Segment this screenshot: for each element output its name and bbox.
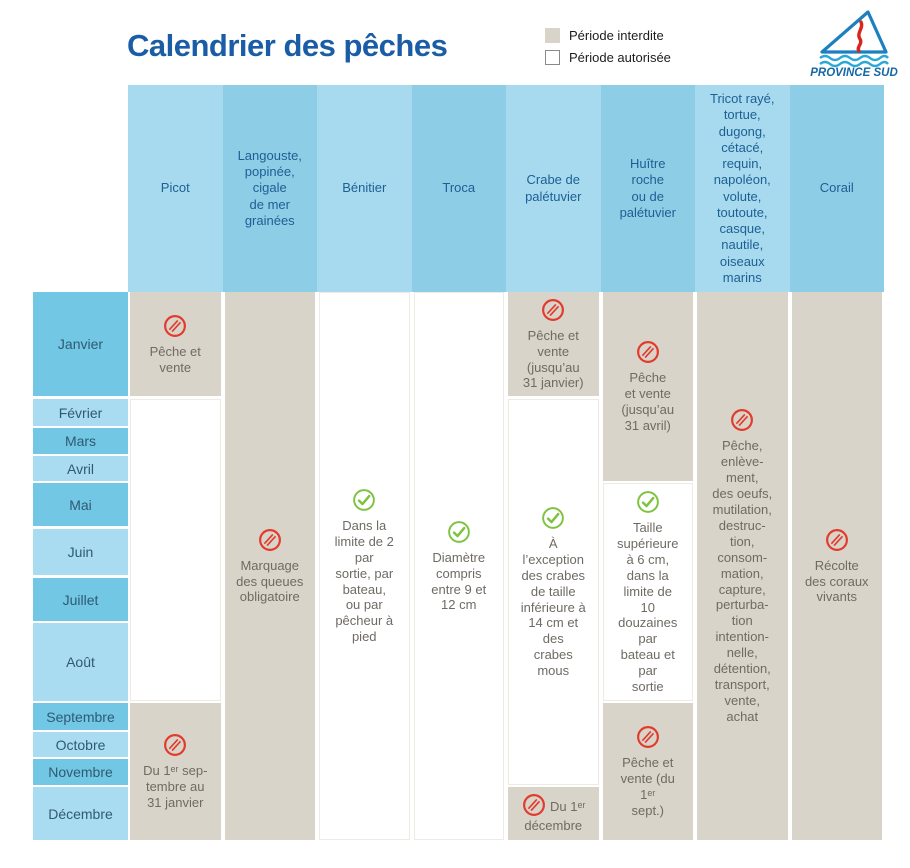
- prohibited-icon: [635, 339, 661, 365]
- species-header: Crabe de palétuvier: [506, 85, 601, 292]
- segment-content: À l’exception des crabes de taille infér…: [508, 505, 599, 680]
- segment-text: Du 1ᵉʳ décembre: [524, 799, 586, 834]
- segment-text: Pêche et vente (du 1ᵉʳ sept.): [620, 755, 675, 818]
- prohibited-icon: [162, 313, 188, 339]
- sailboat-icon: PROVINCE SUD: [810, 10, 898, 79]
- segment-allowed: Dans la limite de 2 par sortie, par bate…: [319, 292, 410, 840]
- month-cell-avril: Avril: [33, 456, 128, 481]
- segment-forbidden: Pêche et vente (jusqu’au 31 avril): [602, 292, 694, 481]
- segment-content: Pêche et vente (jusqu’au 31 avril): [603, 339, 694, 434]
- segment-text: À l’exception des crabes de taille infér…: [520, 535, 586, 679]
- month-cell-janvier: Janvier: [33, 292, 128, 396]
- legend-row-forbidden: Période interdite: [545, 24, 671, 46]
- segment-forbidden: Du 1ᵉʳ sep- tembre au 31 janvier: [130, 703, 221, 840]
- prohibited-icon: [162, 732, 188, 758]
- month-cell-fevrier: Février: [33, 399, 128, 426]
- segment-content: Pêche et vente (jusqu’au 31 janvier): [508, 297, 599, 392]
- segment-text: Pêche et vente (jusqu’au 31 janvier): [522, 327, 584, 391]
- page-title: Calendrier des pêches: [127, 28, 448, 63]
- segment-content: Du 1ᵉʳ sep- tembre au 31 janvier: [130, 732, 221, 811]
- month-cell-septembre: Septembre: [33, 703, 128, 730]
- prohibited-icon: [521, 792, 547, 818]
- forbidden-swatch: [545, 27, 560, 43]
- segment-text: Marquage des queues obligatoire: [236, 557, 304, 605]
- legend-forbidden-label: Période interdite: [569, 27, 664, 43]
- segment-content: Récolte des coraux vivants: [792, 527, 883, 606]
- segment-content: Marquage des queues obligatoire: [225, 527, 316, 606]
- check-icon: [351, 487, 377, 513]
- species-header: Huître roche ou de palétuvier: [600, 85, 695, 292]
- segment-allowed: Taille supérieure à 6 cm, dans la limite…: [602, 483, 694, 701]
- segment-content: Taille supérieure à 6 cm, dans la limite…: [603, 489, 694, 696]
- check-icon: [635, 489, 661, 515]
- segment-forbidden: Pêche et vente: [130, 292, 221, 396]
- segment-forbidden: Du 1ᵉʳ décembre: [508, 787, 599, 840]
- species-header: Troca: [411, 85, 506, 292]
- segment-content: Pêche et vente: [130, 313, 221, 376]
- legend-allowed-label: Période autorisée: [569, 49, 671, 65]
- segment-content: Pêche, enlève- ment, des oeufs, mutilati…: [697, 407, 788, 726]
- segment-text: Diamètre compris entre 9 et 12 cm: [431, 549, 487, 613]
- segment-content: Pêche et vente (du 1ᵉʳ sept.): [603, 724, 694, 819]
- segment-text: Pêche et vente: [149, 343, 201, 375]
- segment-content: Diamètre compris entre 9 et 12 cm: [414, 519, 505, 614]
- month-cell-juillet: Juillet: [33, 578, 128, 621]
- segment-forbidden: Pêche et vente (jusqu’au 31 janvier): [508, 292, 599, 396]
- prohibited-icon: [540, 297, 566, 323]
- segment-forbidden: Pêche et vente (du 1ᵉʳ sept.): [602, 703, 694, 840]
- segment-text: Pêche et vente (jusqu’au 31 avril): [621, 370, 675, 433]
- segment-text: Dans la limite de 2 par sortie, par bate…: [334, 517, 394, 645]
- segment-allowed: Diamètre compris entre 9 et 12 cm: [413, 292, 505, 840]
- species-header: Langouste, popinée, cigale de mer grainé…: [222, 85, 317, 292]
- month-cell-octobre: Octobre: [33, 732, 128, 757]
- species-header: Picot: [128, 85, 223, 292]
- segment-text: Pêche, enlève- ment, des oeufs, mutilati…: [712, 437, 773, 725]
- segment-text: Du 1ᵉʳ sep- tembre au 31 janvier: [143, 763, 208, 810]
- check-icon: [540, 505, 566, 531]
- segment-text: Taille supérieure à 6 cm, dans la limite…: [617, 519, 679, 695]
- segment-allowed: [130, 399, 221, 701]
- month-cell-novembre: Novembre: [33, 759, 128, 785]
- species-header: Bénitier: [317, 85, 412, 292]
- allowed-swatch: [545, 49, 560, 65]
- month-cell-mai: Mai: [33, 483, 128, 526]
- species-header: Corail: [789, 85, 884, 292]
- segment-forbidden: Récolte des coraux vivants: [791, 292, 883, 840]
- logo-text: PROVINCE SUD: [810, 67, 898, 78]
- prohibited-icon: [257, 527, 283, 553]
- segment-allowed: À l’exception des crabes de taille infér…: [508, 399, 599, 785]
- legend: Période interdite Période autorisée: [545, 24, 671, 68]
- prohibited-icon: [729, 407, 755, 433]
- month-cell-decembre: Décembre: [33, 787, 128, 840]
- segment-content: Dans la limite de 2 par sortie, par bate…: [319, 487, 410, 646]
- segment-forbidden: Pêche, enlève- ment, des oeufs, mutilati…: [697, 292, 788, 840]
- check-icon: [446, 519, 472, 545]
- segment-forbidden: Marquage des queues obligatoire: [224, 292, 316, 840]
- segment-text: Récolte des coraux vivants: [804, 557, 869, 605]
- month-cell-aout: Août: [33, 623, 128, 701]
- segment-content: Du 1ᵉʳ décembre: [508, 792, 599, 834]
- prohibited-icon: [824, 527, 850, 553]
- month-cell-mars: Mars: [33, 428, 128, 454]
- species-header: Tricot rayé, tortue, dugong, cétacé, req…: [695, 85, 790, 292]
- province-sud-logo: PROVINCE SUD: [806, 6, 902, 79]
- legend-row-allowed: Période autorisée: [545, 46, 671, 68]
- month-cell-juin: Juin: [33, 529, 128, 575]
- prohibited-icon: [635, 724, 661, 750]
